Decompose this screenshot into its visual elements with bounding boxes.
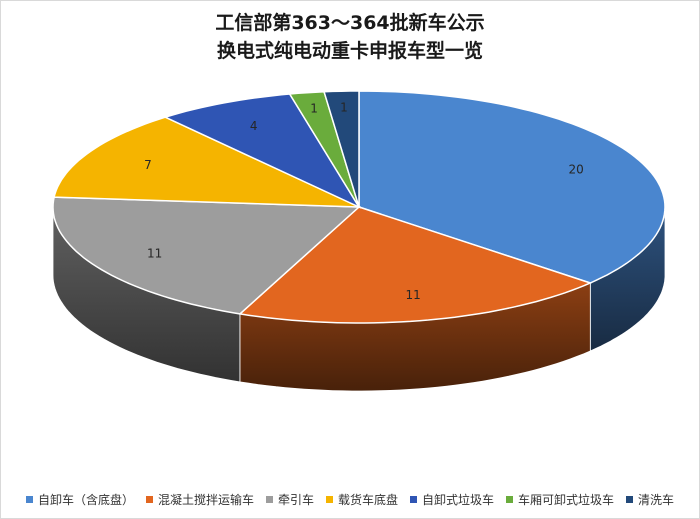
legend-label-6: 清洗车 [638, 493, 675, 507]
legend-item-6: 清洗车 [626, 491, 674, 508]
legend-label-5: 车厢可卸式垃圾车 [518, 493, 615, 507]
chart-title-line-1: 工信部第363～364批新车公示 [215, 12, 485, 34]
legend-label-3: 载货车底盘 [337, 493, 398, 507]
legend-swatch-6 [626, 496, 634, 503]
legend-label-0: 自卸车（含底盘） [37, 493, 134, 507]
legend-swatch-3 [325, 496, 333, 503]
pie-slice-2 [52, 196, 361, 315]
data-label-3: 7 [144, 158, 152, 172]
data-label-2: 11 [147, 247, 162, 261]
legend-item-1: 混凝土搅拌运输车 [145, 491, 254, 508]
legend-label-2: 牵引车 [277, 493, 314, 507]
data-label-5: 1 [310, 102, 318, 116]
legend-item-3: 载货车底盘 [325, 491, 398, 508]
pie-slice-6 [323, 90, 360, 208]
chart-legend: 自卸车（含底盘） 混凝土搅拌运输车 牵引车 载货车底盘 自卸式垃圾车 车厢可卸式垃圾车 清洗… [0, 491, 700, 508]
legend-swatch-0 [25, 496, 33, 503]
legend-swatch-5 [506, 496, 514, 503]
legend-label-1: 混凝土搅拌运输车 [157, 493, 254, 507]
legend-swatch-4 [410, 496, 417, 503]
legend-swatch-2 [265, 496, 273, 503]
legend-item-0: 自卸车（含底盘） [25, 491, 134, 508]
legend-label-4: 自卸式垃圾车 [422, 493, 495, 507]
pie-slice-0 [358, 90, 666, 284]
legend-item-4: 自卸式垃圾车 [410, 491, 494, 508]
data-label-6: 1 [340, 100, 348, 114]
pie-slice-3 [53, 116, 360, 208]
data-label-1: 11 [405, 288, 420, 302]
legend-item-5: 车厢可卸式垃圾车 [506, 491, 614, 508]
pie-top [52, 90, 666, 324]
pie-slice-4 [163, 93, 361, 209]
legend-item-2: 牵引车 [265, 491, 314, 508]
chart-title-line-2: 换电式纯电动重卡申报车型一览 [216, 40, 483, 62]
data-label-0: 20 [568, 162, 583, 176]
legend-swatch-1 [145, 496, 153, 503]
data-label-4: 4 [250, 119, 258, 133]
